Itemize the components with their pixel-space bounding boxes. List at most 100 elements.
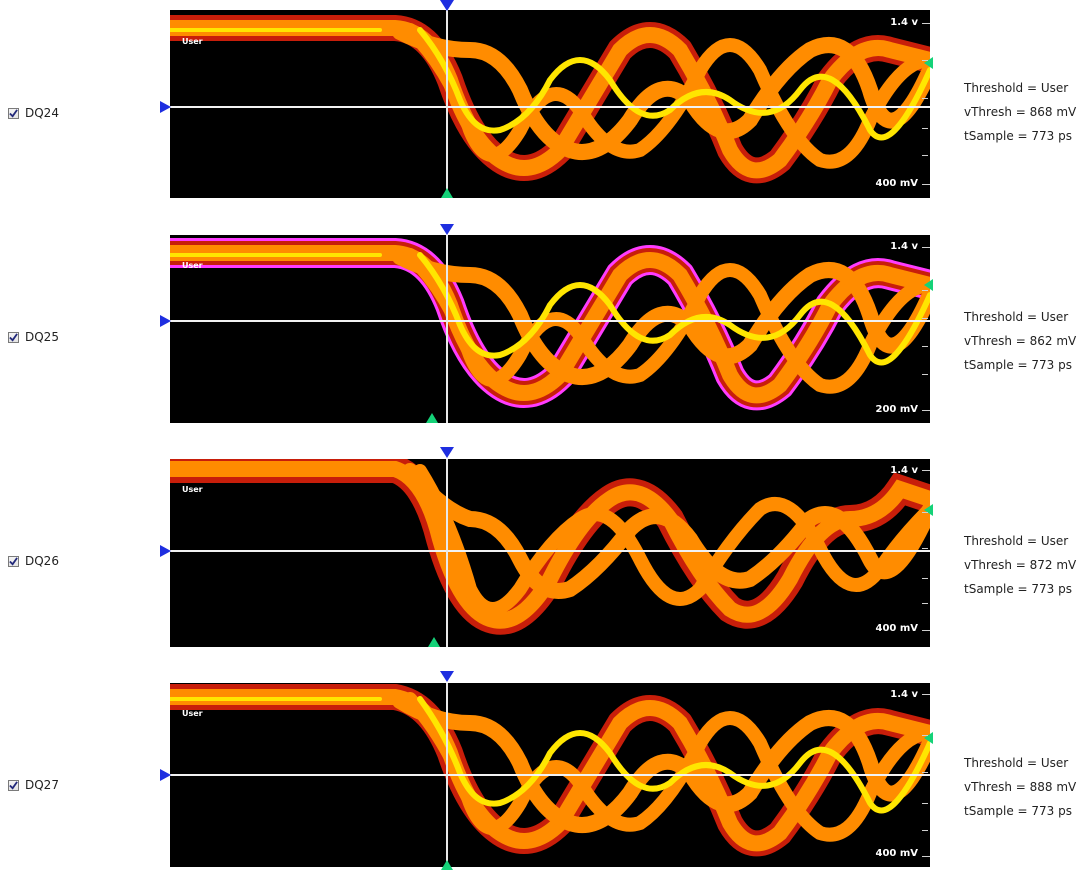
axis-tick (922, 128, 928, 129)
channel-toggle-dq27[interactable]: DQ27 (8, 778, 59, 792)
axis-tick (922, 410, 930, 411)
threshold-line[interactable] (170, 774, 930, 776)
channel-toggle-dq26[interactable]: DQ26 (8, 554, 59, 568)
top-scale-label: 1.4 v (890, 465, 918, 476)
axis-tick (922, 374, 928, 375)
eye-diagram-plot[interactable] (170, 10, 930, 198)
axis-tick (922, 318, 928, 319)
vthresh-text: vThresh = 888 mV (964, 780, 1077, 794)
sample-cursor-line[interactable] (446, 235, 448, 423)
channel-info: Threshold = User vThresh = 872 mV tSampl… (964, 529, 1076, 601)
threshold-source-label: User (182, 709, 203, 718)
threshold-line[interactable] (170, 320, 930, 322)
sample-cursor-line[interactable] (446, 10, 448, 198)
channel-row-dq24: DQ24 User 1.4 v 400 mV Threshold = User … (0, 0, 1089, 210)
axis-tick (922, 184, 930, 185)
axis-tick (922, 630, 930, 631)
axis-tick (922, 803, 928, 804)
axis-tick (922, 23, 930, 24)
sample-cursor-line[interactable] (446, 683, 448, 867)
tsample-text: tSample = 773 ps (964, 804, 1072, 818)
channel-toggle-dq24[interactable]: DQ24 (8, 106, 59, 120)
axis-tick (922, 772, 928, 773)
sample-cursor-line[interactable] (446, 459, 448, 647)
check-icon (9, 780, 18, 790)
channel-label: DQ26 (25, 554, 59, 568)
channel-label: DQ24 (25, 106, 59, 120)
threshold-text: Threshold = User (964, 756, 1069, 770)
check-icon (9, 556, 18, 566)
channel-info: Threshold = User vThresh = 862 mV tSampl… (964, 305, 1076, 377)
threshold-text: Threshold = User (964, 534, 1069, 548)
checkbox[interactable] (8, 779, 19, 791)
checkbox[interactable] (8, 331, 19, 343)
channel-row-dq25: DQ25 User 1.4 v 200 mV Threshold = User … (0, 0, 1089, 423)
axis-tick (922, 603, 928, 604)
threshold-text: Threshold = User (964, 310, 1069, 324)
axis-tick (922, 856, 930, 857)
time-cursor-marker[interactable] (440, 0, 454, 11)
threshold-text: Threshold = User (964, 81, 1069, 95)
check-icon (9, 108, 18, 118)
threshold-source-label: User (182, 261, 203, 270)
sample-point-marker[interactable] (441, 188, 453, 198)
check-icon (9, 332, 18, 342)
sample-point-marker[interactable] (428, 637, 440, 647)
channel-label: DQ25 (25, 330, 59, 344)
threshold-marker[interactable] (160, 101, 171, 113)
bottom-scale-label: 200 mV (875, 404, 918, 415)
threshold-source-label: User (182, 485, 203, 494)
eye-waveform (170, 684, 930, 857)
vthresh-text: vThresh = 872 mV (964, 558, 1077, 572)
right-threshold-marker[interactable] (924, 504, 933, 516)
axis-tick (922, 60, 928, 61)
axis-tick (922, 98, 928, 99)
sample-point-marker[interactable] (441, 860, 453, 870)
axis-tick (922, 548, 928, 549)
threshold-marker[interactable] (160, 315, 171, 327)
tsample-text: tSample = 773 ps (964, 582, 1072, 596)
threshold-line[interactable] (170, 106, 930, 108)
threshold-marker[interactable] (160, 545, 171, 557)
axis-tick (922, 470, 930, 471)
eye-waveform (170, 14, 930, 184)
sample-point-marker[interactable] (426, 413, 438, 423)
axis-tick (922, 830, 928, 831)
time-cursor-marker[interactable] (440, 224, 454, 235)
channel-row-dq26: DQ26 User 1.4 v 400 mV Threshold = User … (0, 0, 1089, 647)
axis-tick (922, 578, 928, 579)
channel-info: Threshold = User vThresh = 868 mV tSampl… (964, 76, 1076, 148)
bottom-scale-label: 400 mV (875, 848, 918, 859)
vthresh-text: vThresh = 868 mV (964, 105, 1077, 119)
tsample-text: tSample = 773 ps (964, 129, 1072, 143)
checkbox[interactable] (8, 107, 19, 119)
axis-tick (922, 346, 928, 347)
channel-label: DQ27 (25, 778, 59, 792)
top-scale-label: 1.4 v (890, 689, 918, 700)
axis-tick (922, 694, 930, 695)
eye-waveform (170, 459, 930, 635)
vthresh-text: vThresh = 862 mV (964, 334, 1077, 348)
top-scale-label: 1.4 v (890, 241, 918, 252)
threshold-marker[interactable] (160, 769, 171, 781)
right-threshold-marker[interactable] (924, 57, 933, 69)
right-threshold-marker[interactable] (924, 732, 933, 744)
time-cursor-marker[interactable] (440, 447, 454, 458)
axis-tick (922, 512, 928, 513)
threshold-source-label: User (182, 37, 203, 46)
right-threshold-marker[interactable] (924, 279, 933, 291)
tsample-text: tSample = 773 ps (964, 358, 1072, 372)
channel-toggle-dq25[interactable]: DQ25 (8, 330, 59, 344)
axis-tick (922, 735, 928, 736)
checkbox[interactable] (8, 555, 19, 567)
bottom-scale-label: 400 mV (875, 178, 918, 189)
axis-tick (922, 247, 930, 248)
eye-waveform (170, 238, 930, 411)
threshold-line[interactable] (170, 550, 930, 552)
eye-diagram-plot[interactable] (170, 459, 930, 647)
time-cursor-marker[interactable] (440, 671, 454, 682)
top-scale-label: 1.4 v (890, 17, 918, 28)
eye-diagram-plot[interactable] (170, 235, 930, 423)
axis-tick (922, 290, 928, 291)
